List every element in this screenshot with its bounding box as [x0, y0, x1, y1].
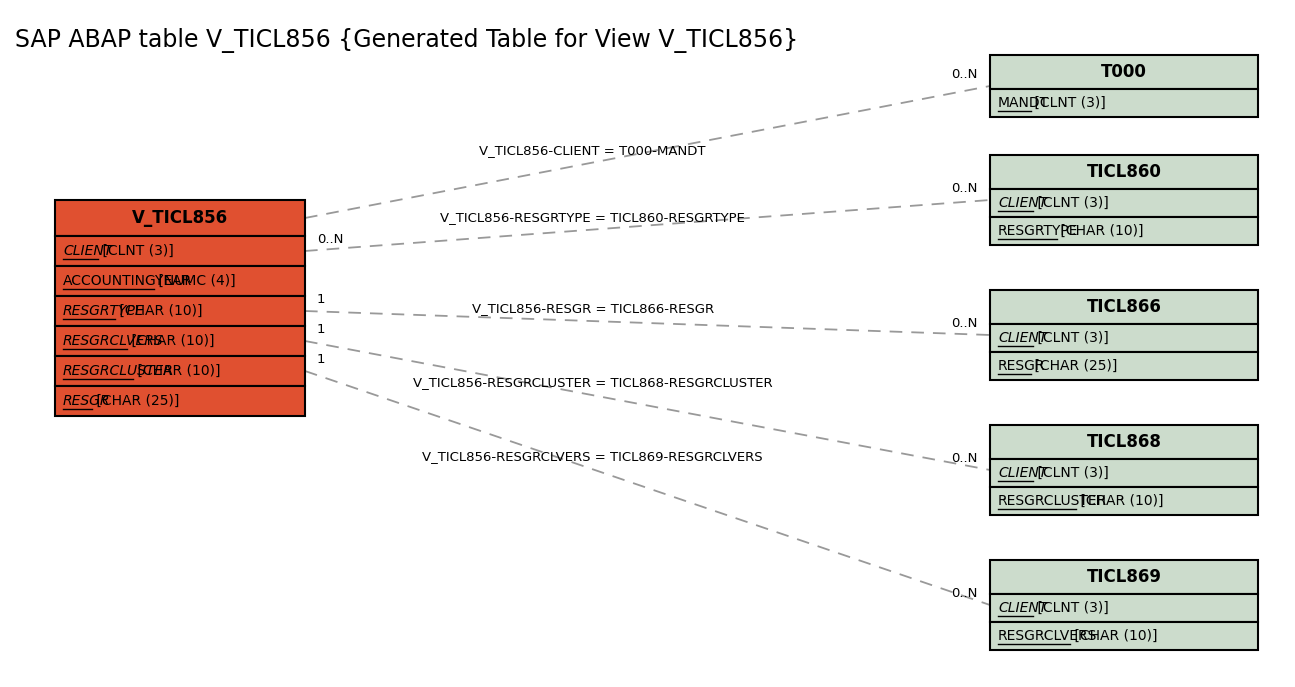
Text: 0..N: 0..N: [952, 182, 978, 195]
Text: V_TICL856-RESGR = TICL866-RESGR: V_TICL856-RESGR = TICL866-RESGR: [471, 302, 714, 315]
Text: T000: T000: [1101, 63, 1147, 81]
Text: 0..N: 0..N: [952, 317, 978, 330]
Text: CLIENT: CLIENT: [998, 331, 1048, 345]
Bar: [54, 386, 306, 416]
Bar: [989, 217, 1257, 245]
Bar: [989, 425, 1257, 459]
Bar: [989, 290, 1257, 324]
Text: [CHAR (10)]: [CHAR (10)]: [115, 304, 203, 318]
Text: [CLNT (3)]: [CLNT (3)]: [1031, 96, 1106, 110]
Bar: [54, 296, 306, 326]
Bar: [54, 236, 306, 266]
Text: 0..N: 0..N: [952, 68, 978, 81]
Text: TICL868: TICL868: [1087, 433, 1162, 451]
Text: CLIENT: CLIENT: [998, 196, 1048, 210]
Bar: [989, 622, 1257, 650]
Text: TICL869: TICL869: [1087, 568, 1162, 586]
Bar: [989, 155, 1257, 189]
Text: RESGRCLUSTER: RESGRCLUSTER: [998, 494, 1107, 508]
Bar: [54, 266, 306, 296]
Text: RESGRTYPE: RESGRTYPE: [998, 224, 1079, 238]
Text: [CLNT (3)]: [CLNT (3)]: [98, 244, 174, 258]
Text: [CLNT (3)]: [CLNT (3)]: [1033, 601, 1109, 615]
Bar: [54, 200, 306, 236]
Text: [CHAR (10)]: [CHAR (10)]: [1076, 494, 1163, 508]
Text: [CHAR (10)]: [CHAR (10)]: [1057, 224, 1143, 238]
Text: TICL860: TICL860: [1087, 163, 1162, 181]
Bar: [989, 487, 1257, 515]
Text: [CLNT (3)]: [CLNT (3)]: [1033, 331, 1109, 345]
Text: RESGRTYPE: RESGRTYPE: [63, 304, 145, 318]
Text: SAP ABAP table V_TICL856 {Generated Table for View V_TICL856}: SAP ABAP table V_TICL856 {Generated Tabl…: [16, 28, 798, 53]
Text: V_TICL856: V_TICL856: [132, 209, 228, 227]
Bar: [54, 356, 306, 386]
Text: [CLNT (3)]: [CLNT (3)]: [1033, 196, 1109, 210]
Bar: [989, 89, 1257, 117]
Bar: [989, 324, 1257, 352]
Text: [CHAR (25)]: [CHAR (25)]: [92, 394, 180, 408]
Text: CLIENT: CLIENT: [998, 601, 1048, 615]
Text: TICL866: TICL866: [1087, 298, 1162, 316]
Bar: [989, 189, 1257, 217]
Bar: [54, 326, 306, 356]
Text: V_TICL856-RESGRCLUSTER = TICL868-RESGRCLUSTER: V_TICL856-RESGRCLUSTER = TICL868-RESGRCL…: [413, 376, 773, 389]
Text: 1: 1: [317, 293, 325, 306]
Text: 0..N: 0..N: [952, 452, 978, 465]
Text: CLIENT: CLIENT: [63, 244, 113, 258]
Text: [CLNT (3)]: [CLNT (3)]: [1033, 466, 1109, 480]
Text: RESGRCLVERS: RESGRCLVERS: [63, 334, 163, 348]
Text: V_TICL856-RESGRTYPE = TICL860-RESGRTYPE: V_TICL856-RESGRTYPE = TICL860-RESGRTYPE: [440, 211, 745, 223]
Text: V_TICL856-CLIENT = T000-MANDT: V_TICL856-CLIENT = T000-MANDT: [479, 144, 706, 157]
Text: CLIENT: CLIENT: [998, 466, 1048, 480]
Text: 0..N: 0..N: [952, 587, 978, 600]
Text: V_TICL856-RESGRCLVERS = TICL869-RESGRCLVERS: V_TICL856-RESGRCLVERS = TICL869-RESGRCLV…: [422, 450, 763, 463]
Text: [NUMC (4)]: [NUMC (4)]: [154, 274, 236, 288]
Bar: [989, 459, 1257, 487]
Bar: [989, 560, 1257, 594]
Text: 0..N: 0..N: [317, 233, 343, 246]
Text: RESGRCLUSTER: RESGRCLUSTER: [63, 364, 174, 378]
Bar: [989, 352, 1257, 380]
Text: RESGRCLVERS: RESGRCLVERS: [998, 629, 1097, 643]
Text: 1: 1: [317, 323, 325, 336]
Bar: [989, 55, 1257, 89]
Text: MANDT: MANDT: [998, 96, 1049, 110]
Text: RESGR: RESGR: [63, 394, 110, 408]
Bar: [989, 594, 1257, 622]
Text: [CHAR (10)]: [CHAR (10)]: [127, 334, 214, 348]
Text: 1: 1: [317, 353, 325, 366]
Text: ACCOUNTINGYEAR: ACCOUNTINGYEAR: [63, 274, 192, 288]
Text: RESGR: RESGR: [998, 359, 1045, 373]
Text: [CHAR (10)]: [CHAR (10)]: [1070, 629, 1156, 643]
Text: [CHAR (10)]: [CHAR (10)]: [132, 364, 220, 378]
Text: [CHAR (25)]: [CHAR (25)]: [1031, 359, 1118, 373]
